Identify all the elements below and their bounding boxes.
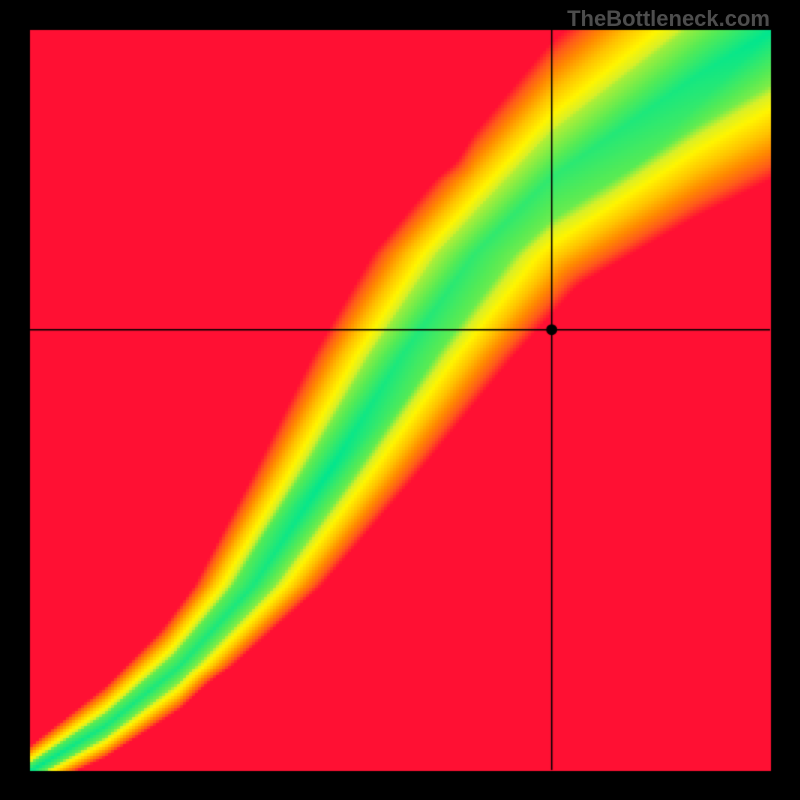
bottleneck-heatmap: [0, 0, 800, 800]
watermark-text: TheBottleneck.com: [567, 6, 770, 32]
